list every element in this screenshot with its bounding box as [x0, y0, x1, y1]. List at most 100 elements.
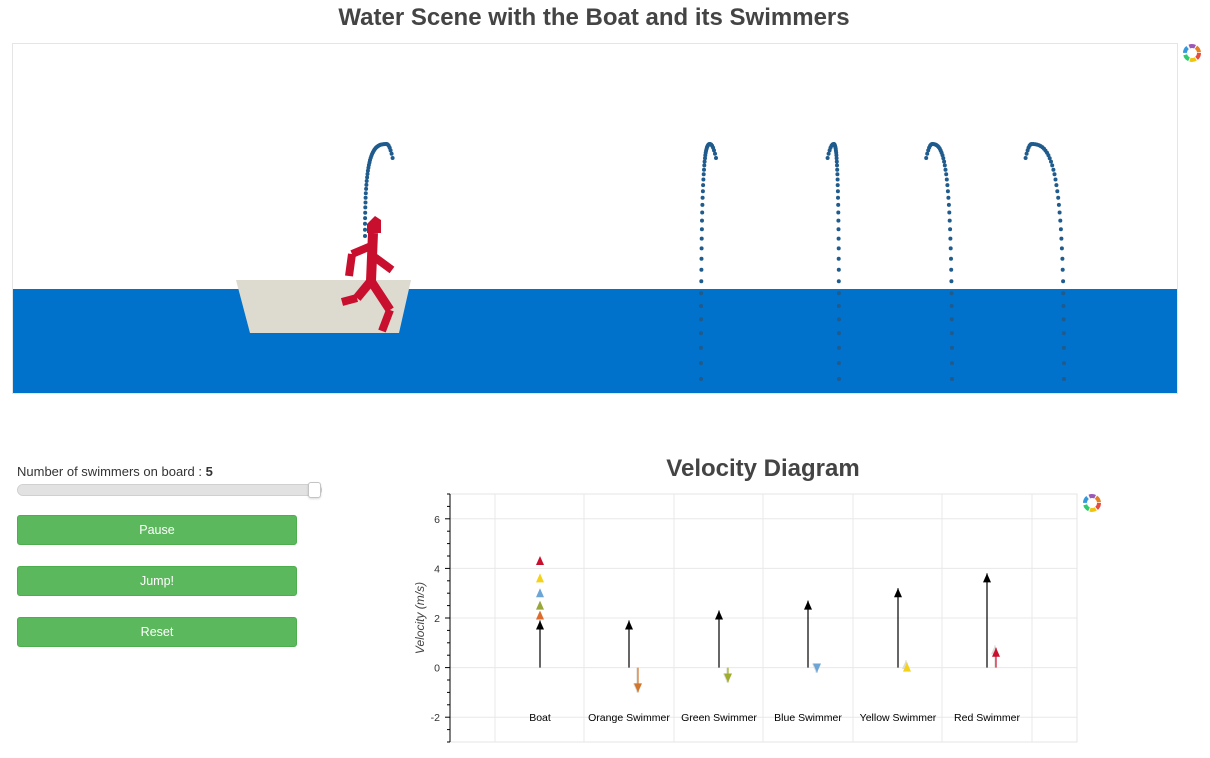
trajectory-point [827, 148, 832, 153]
trajectory-point [1024, 151, 1029, 156]
swimmer-figure [340, 216, 395, 333]
trajectory-point [950, 377, 954, 381]
trajectory-point [1059, 236, 1064, 241]
trajectory-point [948, 227, 953, 232]
trajectory-point [836, 218, 841, 223]
trajectory-point [948, 236, 953, 241]
trajectory-point [836, 279, 841, 284]
trajectory-point [699, 304, 704, 308]
trajectory-point [1050, 163, 1055, 168]
trajectory-point [1062, 377, 1066, 381]
trajectory-point [945, 189, 950, 194]
trajectory-point [700, 189, 705, 194]
swimmer-velocity-arrow-head [634, 683, 642, 693]
pause-button[interactable]: Pause [17, 515, 297, 545]
trajectory-point [835, 163, 839, 168]
swimmer-velocity-arrow-head [813, 663, 821, 673]
velocity-arrow-before-head [894, 588, 902, 598]
trajectory-point [836, 246, 841, 251]
trajectory-point [1056, 195, 1061, 200]
trajectory-point [1055, 189, 1060, 194]
trajectory-point [1049, 159, 1053, 164]
trajectory-point [701, 177, 706, 182]
trajectory-point [949, 317, 954, 322]
slider-label-text: Number of swimmers on board : [17, 464, 202, 479]
trajectory-point [836, 227, 841, 232]
trajectory-point [363, 210, 368, 215]
trajectory-point [834, 156, 839, 161]
trajectory-point [837, 317, 841, 322]
trajectory-point [836, 202, 841, 207]
trajectory-point [364, 182, 369, 187]
trajectory-point [836, 267, 841, 272]
boat-velocity-marker [536, 610, 544, 620]
trajectory-point [1056, 202, 1061, 207]
trajectory-point [836, 195, 840, 200]
trajectory-point [944, 172, 949, 177]
slider-fill [18, 485, 314, 495]
trajectory-point [1052, 172, 1057, 177]
trajectories [363, 142, 1066, 381]
swimmer-count-label: Number of swimmers on board : 5 [17, 464, 213, 479]
trajectory-point [1061, 279, 1066, 284]
bokeh-logo-icon[interactable] [1182, 43, 1202, 63]
trajectory-point [1061, 304, 1066, 308]
trajectory-point [713, 151, 717, 156]
bokeh-logo-icon[interactable] [1082, 493, 1102, 513]
trajectory-point [949, 256, 953, 261]
trajectory-point [390, 156, 395, 160]
trajectory-point [699, 267, 704, 272]
trajectory-point [702, 163, 707, 168]
trajectory-point [364, 179, 369, 183]
trajectory-point [699, 361, 703, 366]
trajectory-point [1062, 361, 1066, 366]
trajectory-point [944, 177, 949, 182]
trajectory-point [942, 163, 947, 168]
boat-velocity-marker [536, 600, 544, 610]
trajectory-point [1058, 218, 1063, 223]
jump-button[interactable]: Jump! [17, 566, 297, 596]
trajectory-point [1051, 167, 1056, 172]
boat-velocity-marker [536, 556, 544, 565]
trajectory-point [701, 172, 706, 177]
y-tick-label: 0 [434, 663, 440, 675]
boat-velocity-marker [536, 588, 544, 598]
trajectory-point [835, 189, 840, 194]
trajectory-point [699, 246, 704, 251]
water-scene-canvas [13, 44, 1177, 393]
swimmer-velocity-arrow-head [903, 662, 911, 672]
trajectory-point [363, 216, 368, 221]
slider-handle[interactable] [308, 482, 321, 498]
trajectory-point [946, 202, 951, 207]
trajectory-point [1025, 148, 1030, 153]
water [13, 289, 1177, 393]
trajectory-point [700, 218, 704, 223]
swimmer-count-slider[interactable] [17, 482, 322, 498]
trajectory-point [388, 148, 393, 153]
trajectory-point [950, 345, 954, 350]
slider-value: 5 [205, 464, 213, 479]
trajectory-point [947, 210, 952, 215]
trajectory-point [835, 167, 840, 172]
trajectory-point [363, 191, 368, 196]
trajectory-point [949, 304, 954, 308]
trajectory-point [700, 210, 705, 215]
trajectory-point [363, 234, 367, 238]
trajectory-point [942, 159, 947, 164]
trajectory-point [835, 177, 840, 182]
trajectory-point [1054, 183, 1059, 188]
trajectory-point [363, 200, 368, 205]
trajectory-point [941, 156, 946, 161]
trajectory-point [836, 210, 841, 215]
swimmer-velocity-arrow-head [724, 673, 732, 683]
velocity-arrow-before-head [625, 620, 633, 630]
trajectory-point [836, 236, 841, 241]
velocity-arrow-before-head [715, 610, 723, 620]
trajectory-point [1061, 331, 1066, 336]
y-tick-label: 2 [434, 613, 440, 625]
y-tick-label: 4 [434, 563, 440, 575]
trajectory-point [946, 195, 951, 200]
trajectory-point [837, 345, 841, 350]
reset-button[interactable]: Reset [17, 617, 297, 647]
trajectory-point [1023, 156, 1028, 160]
